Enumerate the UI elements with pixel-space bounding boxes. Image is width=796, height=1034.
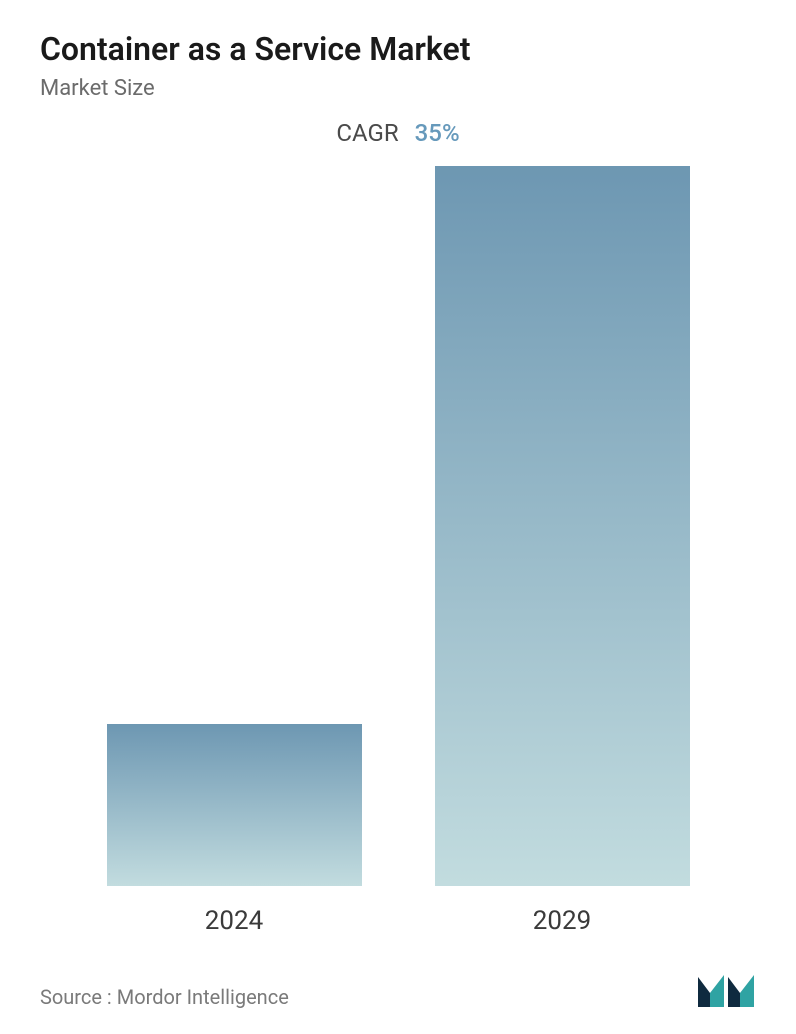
cagr-value: 35% — [415, 119, 460, 147]
brand-logo — [696, 969, 756, 1009]
cagr-row: CAGR 35% — [40, 119, 756, 147]
source-text: Source : Mordor Intelligence — [40, 985, 289, 1009]
bar — [107, 724, 362, 886]
chart-subtitle: Market Size — [40, 76, 756, 101]
bar-label: 2029 — [533, 906, 591, 936]
chart-container: Container as a Service Market Market Siz… — [0, 0, 796, 1034]
chart-title: Container as a Service Market — [40, 30, 756, 68]
cagr-label: CAGR — [336, 119, 398, 147]
bar — [435, 166, 690, 886]
chart-footer: Source : Mordor Intelligence — [40, 969, 756, 1014]
bar-wrapper: 2029 — [435, 162, 690, 936]
bar-label: 2024 — [205, 906, 263, 936]
bar-wrapper: 2024 — [107, 162, 362, 936]
chart-area: 2024 2029 — [40, 162, 756, 936]
